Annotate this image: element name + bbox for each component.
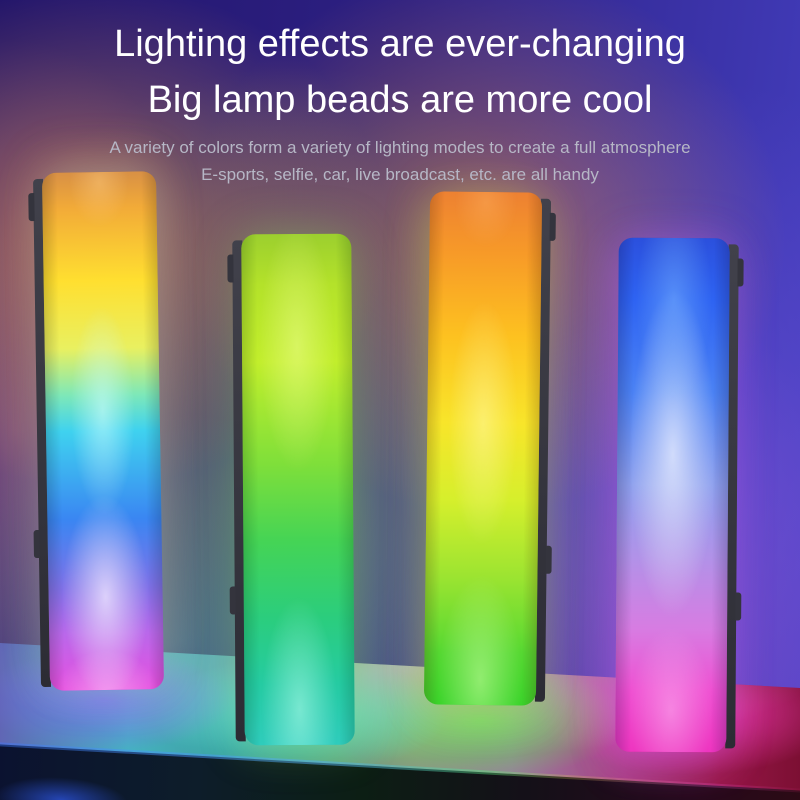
bracket-tab-low [229, 586, 236, 615]
bracket-tab-low [545, 545, 552, 574]
bracket-tab-top [28, 193, 35, 222]
bracket-tab-top [549, 212, 556, 241]
lamp-3-glow-overlay [423, 191, 543, 706]
header-copy: Lighting effects are ever-changing Big l… [0, 0, 800, 188]
headline-line-1: Lighting effects are ever-changing [114, 23, 686, 65]
light-bar-4 [615, 237, 744, 753]
bracket-tab-top [227, 254, 234, 283]
light-bar-3 [423, 191, 556, 706]
bracket-tab-low [735, 592, 742, 621]
bracket-tab-low [33, 529, 40, 558]
light-bar-2 [227, 233, 355, 746]
subheadline-line-1: A variety of colors form a variety of li… [109, 138, 691, 157]
lamp-1-glow-overlay [41, 171, 165, 691]
light-bar-1 [28, 171, 165, 691]
headline-line-2: Big lamp beads are more cool [147, 79, 653, 121]
lamp-2-glow-overlay [241, 233, 355, 746]
bracket-tab-top [737, 258, 744, 287]
lamp-4-glow-overlay [615, 237, 730, 753]
subheadline-line-2: E-sports, selfie, car, live broadcast, e… [201, 165, 599, 184]
